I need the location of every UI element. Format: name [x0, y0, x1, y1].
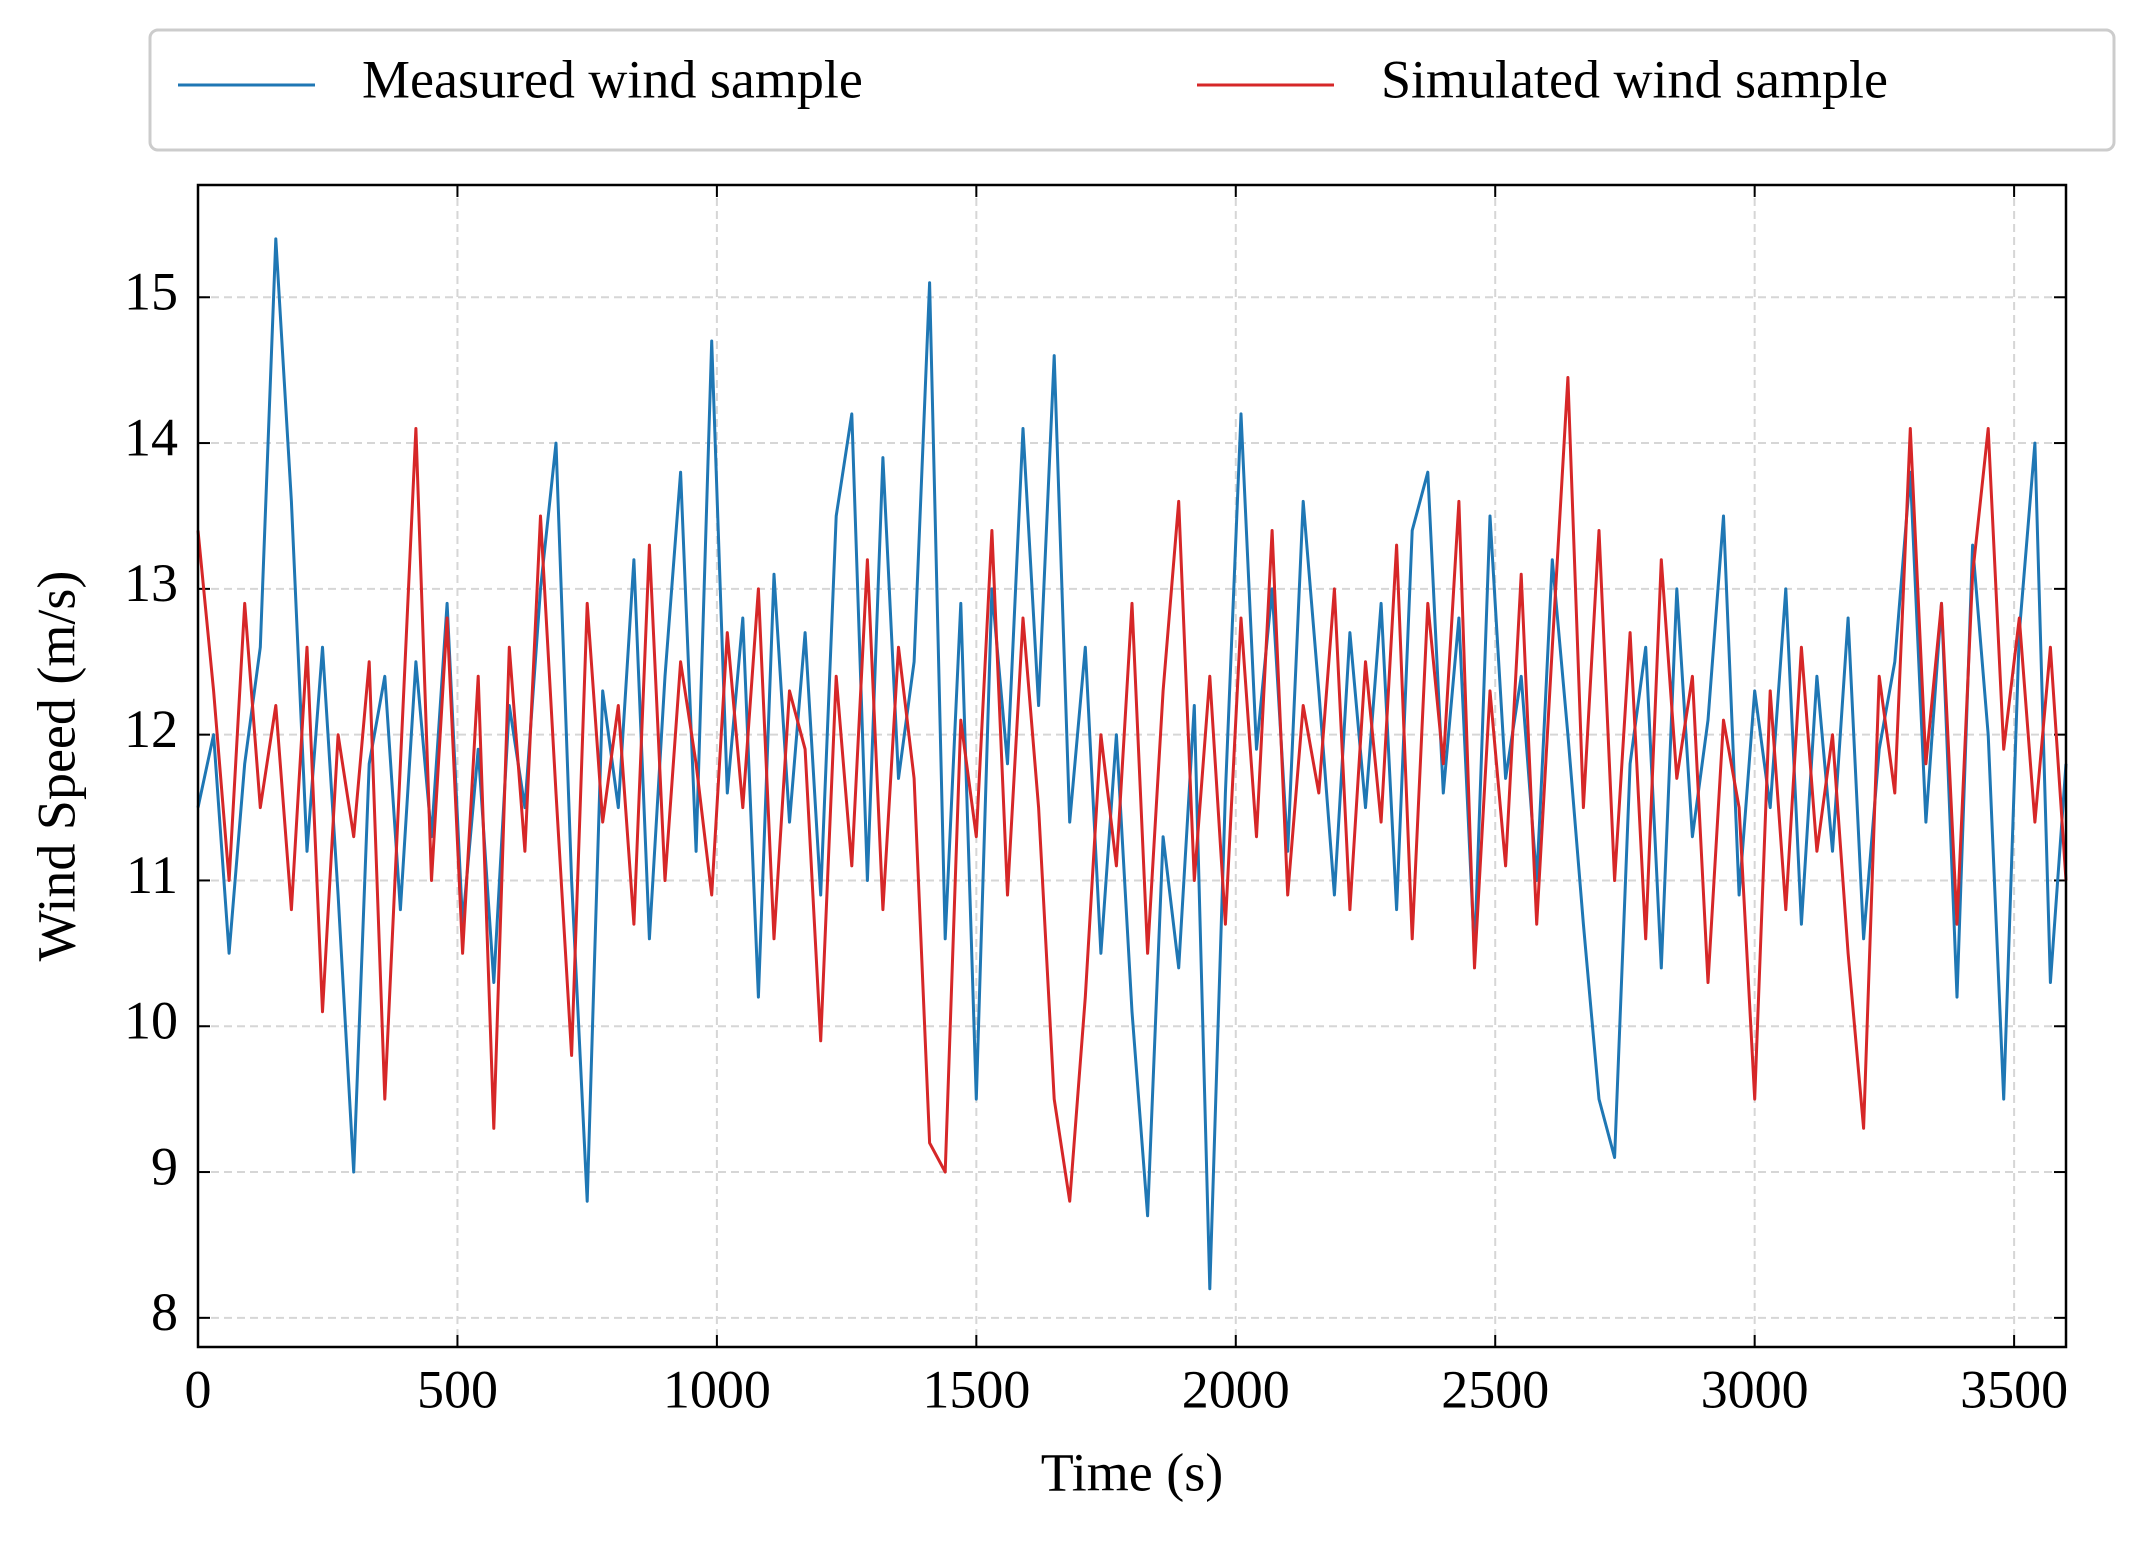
y-tick-label: 8 — [151, 1282, 178, 1342]
y-tick-label: 10 — [124, 991, 178, 1051]
x-tick-label: 1000 — [663, 1359, 771, 1419]
series-line — [196, 237, 2068, 1291]
x-tick-label: 0 — [185, 1359, 212, 1419]
legend-label: Simulated wind sample — [1381, 49, 1888, 109]
y-tick-label: 15 — [124, 262, 178, 322]
x-tick-label: 1500 — [922, 1359, 1030, 1419]
x-axis-label: Time (s) — [1041, 1442, 1224, 1502]
legend-label: Measured wind sample — [362, 49, 863, 109]
x-tick-label: 3000 — [1701, 1359, 1809, 1419]
x-tick-label: 2500 — [1441, 1359, 1549, 1419]
plot-frame — [196, 183, 2068, 1349]
series-line — [196, 376, 2068, 1203]
y-tick-label: 11 — [126, 845, 178, 905]
x-tick-label: 500 — [417, 1359, 498, 1419]
x-tick-label: 2000 — [1182, 1359, 1290, 1419]
y-tick-label: 12 — [124, 699, 178, 759]
y-tick-label: 13 — [124, 553, 178, 613]
x-tick-label: 3500 — [1960, 1359, 2068, 1419]
legend-box — [148, 28, 2116, 152]
y-tick-label: 14 — [124, 407, 178, 467]
y-axis-label: Wind Speed (m/s) — [26, 571, 86, 962]
y-tick-label: 9 — [151, 1136, 178, 1196]
